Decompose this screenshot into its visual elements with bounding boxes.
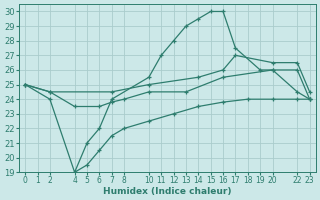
X-axis label: Humidex (Indice chaleur): Humidex (Indice chaleur) <box>103 187 232 196</box>
